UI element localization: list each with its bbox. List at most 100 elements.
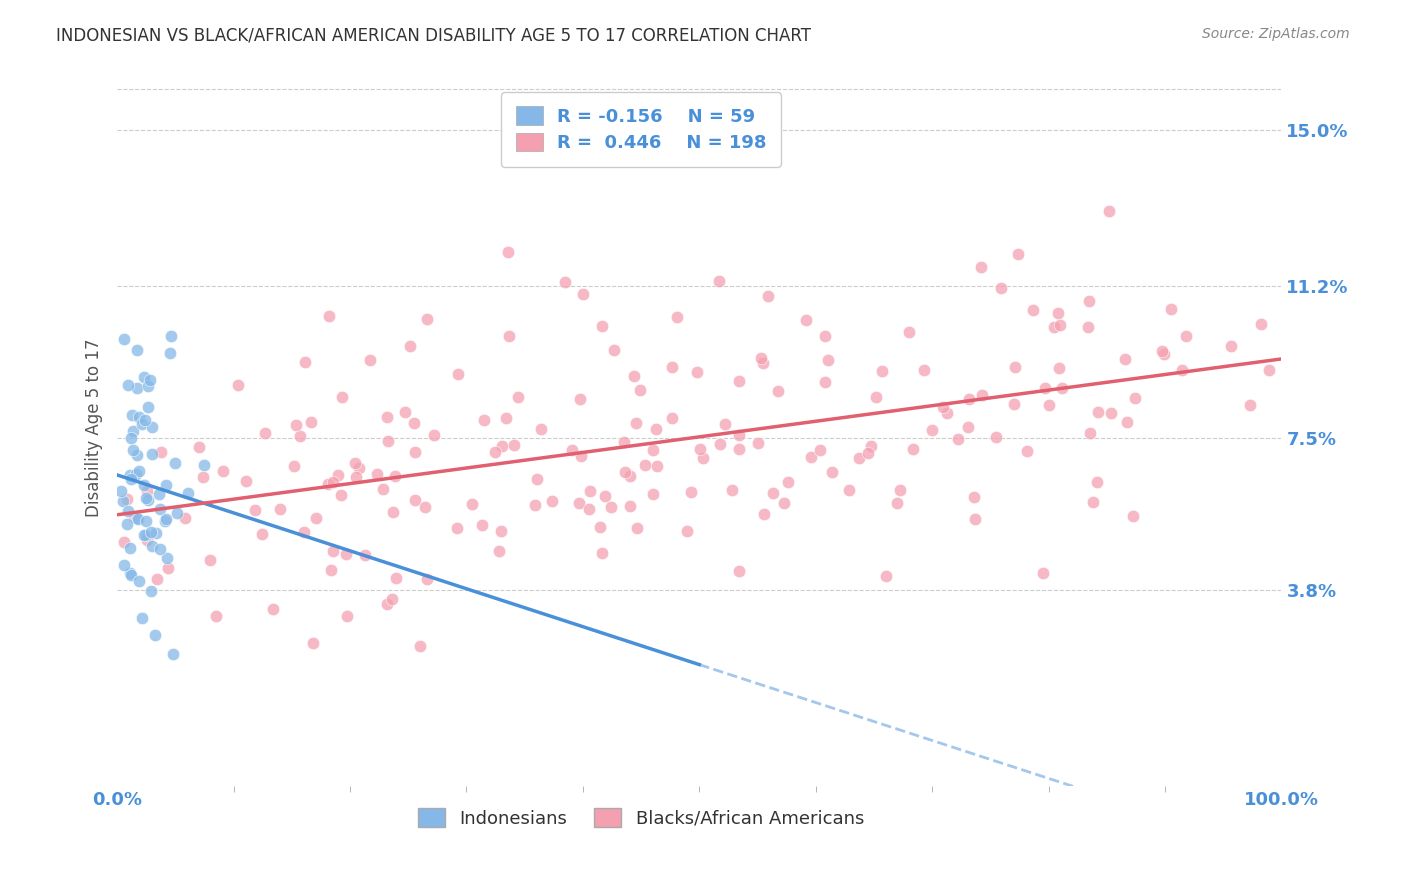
Point	[128, 464, 150, 478]
Point	[125, 343, 148, 357]
Point	[128, 574, 150, 588]
Point	[946, 432, 969, 446]
Point	[471, 518, 494, 533]
Point	[330, 488, 353, 502]
Point	[728, 374, 751, 388]
Point	[118, 468, 141, 483]
Y-axis label: Disability Age 5 to 17: Disability Age 5 to 17	[86, 338, 103, 516]
Point	[141, 583, 163, 598]
Point	[416, 573, 439, 587]
Point	[347, 461, 370, 475]
Point	[613, 465, 636, 479]
Point	[131, 611, 153, 625]
Point	[1021, 303, 1043, 318]
Point	[404, 445, 426, 459]
Point	[679, 485, 702, 500]
Point	[626, 521, 648, 535]
Point	[413, 500, 436, 515]
Point	[619, 469, 641, 483]
Point	[371, 483, 394, 497]
Point	[112, 494, 135, 508]
Point	[122, 510, 145, 524]
Point	[409, 639, 432, 653]
Point	[496, 244, 519, 259]
Point	[141, 447, 163, 461]
Point	[889, 483, 911, 497]
Point	[155, 512, 177, 526]
Point	[127, 512, 149, 526]
Point	[1087, 405, 1109, 419]
Point	[285, 417, 308, 432]
Point	[762, 486, 785, 500]
Point	[661, 411, 683, 425]
Point	[139, 373, 162, 387]
Point	[125, 381, 148, 395]
Point	[191, 470, 214, 484]
Point	[165, 456, 187, 470]
Point	[148, 487, 170, 501]
Point	[112, 558, 135, 572]
Point	[283, 459, 305, 474]
Point	[872, 364, 894, 378]
Point	[692, 450, 714, 465]
Point	[728, 428, 751, 442]
Point	[578, 502, 600, 516]
Point	[1033, 380, 1056, 394]
Point	[121, 408, 143, 422]
Point	[1122, 508, 1144, 523]
Point	[322, 475, 344, 489]
Point	[1049, 318, 1071, 333]
Point	[972, 388, 994, 402]
Point	[269, 501, 291, 516]
Point	[112, 535, 135, 549]
Point	[155, 478, 177, 492]
Point	[1002, 397, 1025, 411]
Point	[139, 524, 162, 539]
Point	[319, 562, 342, 576]
Point	[776, 475, 799, 490]
Point	[353, 548, 375, 562]
Point	[1004, 360, 1026, 375]
Point	[1258, 363, 1281, 377]
Point	[686, 365, 709, 379]
Point	[600, 500, 623, 515]
Point	[335, 547, 357, 561]
Point	[817, 353, 839, 368]
Point	[814, 329, 837, 343]
Point	[498, 328, 520, 343]
Point	[212, 465, 235, 479]
Point	[318, 309, 340, 323]
Point	[112, 332, 135, 346]
Point	[235, 475, 257, 489]
Point	[727, 564, 749, 578]
Point	[634, 458, 657, 472]
Point	[110, 483, 132, 498]
Point	[506, 390, 529, 404]
Point	[856, 446, 879, 460]
Point	[1114, 352, 1136, 367]
Point	[1220, 338, 1243, 352]
Point	[138, 379, 160, 393]
Point	[886, 496, 908, 510]
Point	[162, 648, 184, 662]
Point	[666, 310, 689, 324]
Point	[375, 597, 398, 611]
Point	[593, 489, 616, 503]
Point	[1077, 320, 1099, 334]
Point	[302, 636, 325, 650]
Point	[820, 465, 842, 479]
Point	[1085, 475, 1108, 489]
Point	[810, 443, 832, 458]
Point	[135, 514, 157, 528]
Point	[1043, 319, 1066, 334]
Point	[1153, 347, 1175, 361]
Point	[177, 485, 200, 500]
Point	[676, 524, 699, 539]
Point	[689, 442, 711, 457]
Point	[149, 502, 172, 516]
Point	[568, 496, 591, 510]
Point	[935, 406, 957, 420]
Point	[903, 442, 925, 456]
Point	[524, 498, 547, 512]
Point	[626, 416, 648, 430]
